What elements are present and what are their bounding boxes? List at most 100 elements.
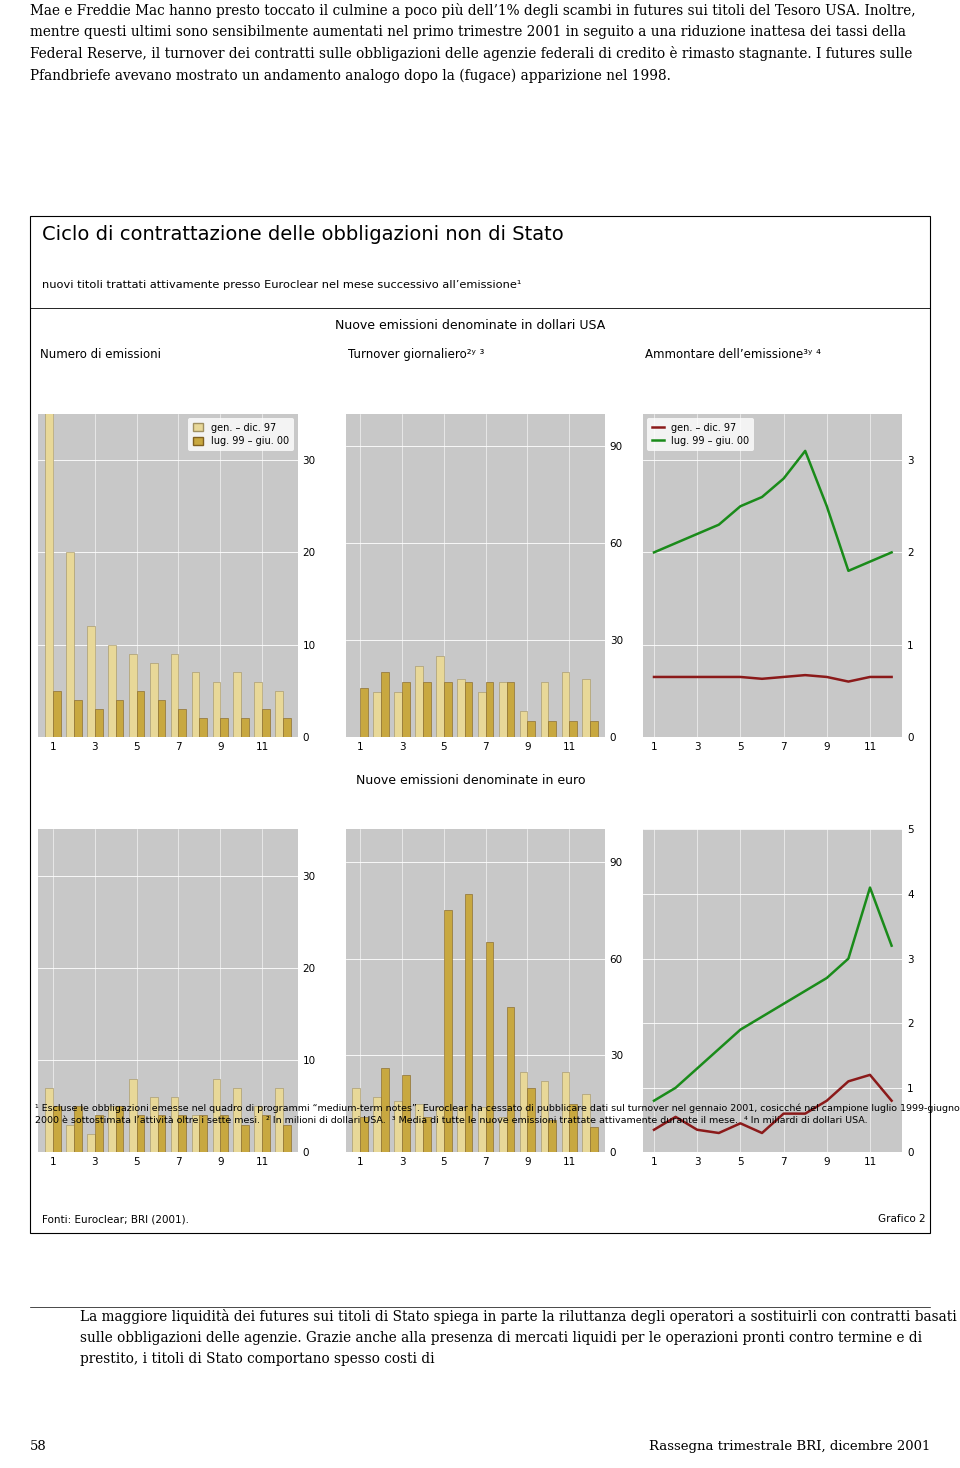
Bar: [108, 1107, 116, 1152]
Bar: [220, 718, 228, 737]
Bar: [150, 664, 157, 737]
Bar: [457, 678, 465, 737]
Bar: [540, 1082, 548, 1152]
Bar: [171, 653, 179, 737]
Bar: [527, 1088, 535, 1152]
Bar: [74, 1107, 82, 1152]
Bar: [583, 678, 590, 737]
Text: nuovi titoli trattati attivamente presso Euroclear nel mese successivo all’emiss: nuovi titoli trattati attivamente presso…: [41, 280, 521, 291]
Bar: [108, 644, 116, 737]
Bar: [457, 1107, 465, 1152]
Bar: [95, 1116, 103, 1152]
Bar: [444, 683, 451, 737]
Bar: [276, 691, 283, 737]
Text: Fonti: Euroclear; BRI (2001).: Fonti: Euroclear; BRI (2001).: [41, 1214, 188, 1224]
Bar: [200, 718, 207, 737]
Bar: [116, 1107, 124, 1152]
Bar: [53, 1107, 60, 1152]
Bar: [254, 1107, 262, 1152]
Bar: [499, 1117, 507, 1152]
Bar: [465, 894, 472, 1152]
Bar: [583, 1094, 590, 1152]
Bar: [562, 1072, 569, 1152]
Bar: [395, 1101, 402, 1152]
Bar: [179, 1116, 186, 1152]
Bar: [192, 672, 200, 737]
Text: La maggiore liquidità dei futures sui titoli di Stato spiega in parte la rilutta: La maggiore liquidità dei futures sui ti…: [80, 1309, 956, 1367]
Bar: [254, 681, 262, 737]
Bar: [95, 709, 103, 737]
Text: Nuove emissioni denominate in euro: Nuove emissioni denominate in euro: [355, 774, 586, 787]
Bar: [157, 1116, 165, 1152]
Text: Rassegna trimestrale BRI, dicembre 2001: Rassegna trimestrale BRI, dicembre 2001: [649, 1440, 930, 1453]
Bar: [116, 700, 124, 737]
Bar: [548, 1120, 556, 1152]
Bar: [241, 718, 249, 737]
Bar: [129, 1079, 136, 1152]
Text: Turnover giornaliero²ʸ ³: Turnover giornaliero²ʸ ³: [348, 348, 484, 361]
Bar: [423, 683, 431, 737]
Bar: [381, 672, 389, 737]
Bar: [74, 700, 82, 737]
Text: Numero di emissioni: Numero di emissioni: [40, 348, 161, 361]
Bar: [136, 691, 144, 737]
Bar: [436, 1107, 444, 1152]
Bar: [171, 1097, 179, 1152]
Bar: [233, 1088, 241, 1152]
Bar: [136, 1116, 144, 1152]
Bar: [45, 1088, 53, 1152]
Bar: [395, 691, 402, 737]
Bar: [129, 653, 136, 737]
Bar: [283, 718, 291, 737]
Bar: [262, 709, 270, 737]
Bar: [507, 683, 515, 737]
Bar: [548, 721, 556, 737]
Bar: [45, 405, 53, 737]
Bar: [150, 1097, 157, 1152]
Bar: [192, 1116, 200, 1152]
Bar: [87, 1133, 95, 1152]
Bar: [381, 1069, 389, 1152]
Text: Nuove emissioni denominate in dollari USA: Nuove emissioni denominate in dollari US…: [335, 319, 606, 332]
Text: Ciclo di contrattazione delle obbligazioni non di Stato: Ciclo di contrattazione delle obbligazio…: [41, 225, 564, 244]
Text: Grafico 2: Grafico 2: [877, 1214, 925, 1224]
Bar: [569, 721, 577, 737]
Bar: [519, 711, 527, 737]
Bar: [283, 1124, 291, 1152]
Bar: [590, 721, 598, 737]
Bar: [352, 1088, 360, 1152]
Bar: [262, 1116, 270, 1152]
Bar: [519, 1072, 527, 1152]
Bar: [569, 1104, 577, 1152]
Text: Ammontare dell’emissione³ʸ ⁴: Ammontare dell’emissione³ʸ ⁴: [645, 348, 821, 361]
Bar: [200, 1116, 207, 1152]
Bar: [465, 683, 472, 737]
Bar: [360, 688, 368, 737]
Bar: [444, 910, 451, 1152]
Text: 58: 58: [30, 1440, 47, 1453]
Bar: [360, 1117, 368, 1152]
Bar: [507, 1007, 515, 1152]
Bar: [220, 1116, 228, 1152]
Legend: gen. – dic. 97, lug. 99 – giu. 00: gen. – dic. 97, lug. 99 – giu. 00: [647, 418, 755, 451]
Bar: [499, 683, 507, 737]
Bar: [478, 691, 486, 737]
Legend: gen. – dic. 97, lug. 99 – giu. 00: gen. – dic. 97, lug. 99 – giu. 00: [188, 418, 294, 451]
Bar: [486, 683, 493, 737]
Bar: [157, 700, 165, 737]
Bar: [179, 709, 186, 737]
Bar: [436, 656, 444, 737]
Bar: [66, 552, 74, 737]
Bar: [486, 942, 493, 1152]
Bar: [87, 627, 95, 737]
Bar: [402, 1075, 410, 1152]
Bar: [423, 1117, 431, 1152]
Bar: [527, 721, 535, 737]
Text: Mae e Freddie Mac hanno presto toccato il culmine a poco più dell’1% degli scamb: Mae e Freddie Mac hanno presto toccato i…: [30, 3, 916, 82]
Bar: [416, 1104, 423, 1152]
Bar: [53, 691, 60, 737]
Bar: [416, 666, 423, 737]
Bar: [562, 672, 569, 737]
Bar: [402, 683, 410, 737]
Bar: [276, 1088, 283, 1152]
